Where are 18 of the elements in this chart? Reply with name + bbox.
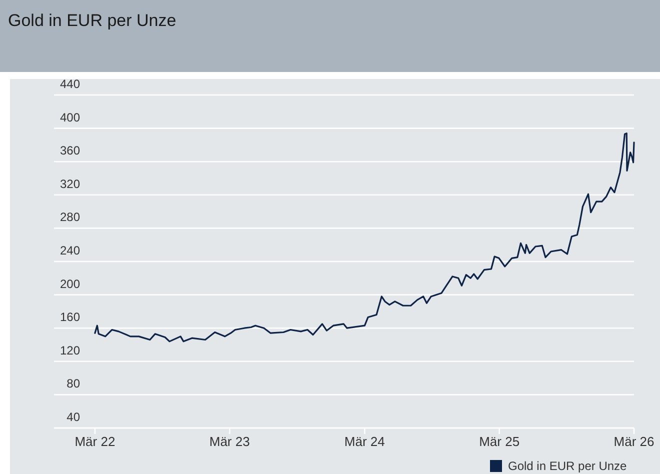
y-tick-label: 200 bbox=[60, 276, 80, 291]
x-tick-label: Mär 26 bbox=[614, 434, 654, 449]
y-tick-label: 240 bbox=[60, 244, 80, 258]
y-tick-label: 360 bbox=[60, 144, 80, 158]
y-tick-label: 440 bbox=[60, 77, 80, 91]
x-tick-label: Mär 23 bbox=[209, 434, 250, 449]
x-tick-label: Mär 25 bbox=[479, 434, 520, 449]
legend-label: Gold in EUR per Unze bbox=[508, 459, 628, 473]
y-tick-label: 40 bbox=[66, 410, 80, 424]
y-tick-label: 400 bbox=[60, 110, 80, 124]
y-tick-label: 80 bbox=[66, 376, 80, 391]
x-tick-label: Mär 22 bbox=[74, 434, 116, 449]
x-tick-label: Mär 24 bbox=[344, 434, 385, 449]
y-tick-label: 160 bbox=[60, 310, 80, 324]
chart-title: Gold in EUR per Unze bbox=[8, 11, 176, 30]
y-tick-label: 320 bbox=[60, 176, 80, 191]
y-tick-label: 280 bbox=[60, 210, 80, 224]
y-tick-label: 120 bbox=[60, 343, 80, 358]
